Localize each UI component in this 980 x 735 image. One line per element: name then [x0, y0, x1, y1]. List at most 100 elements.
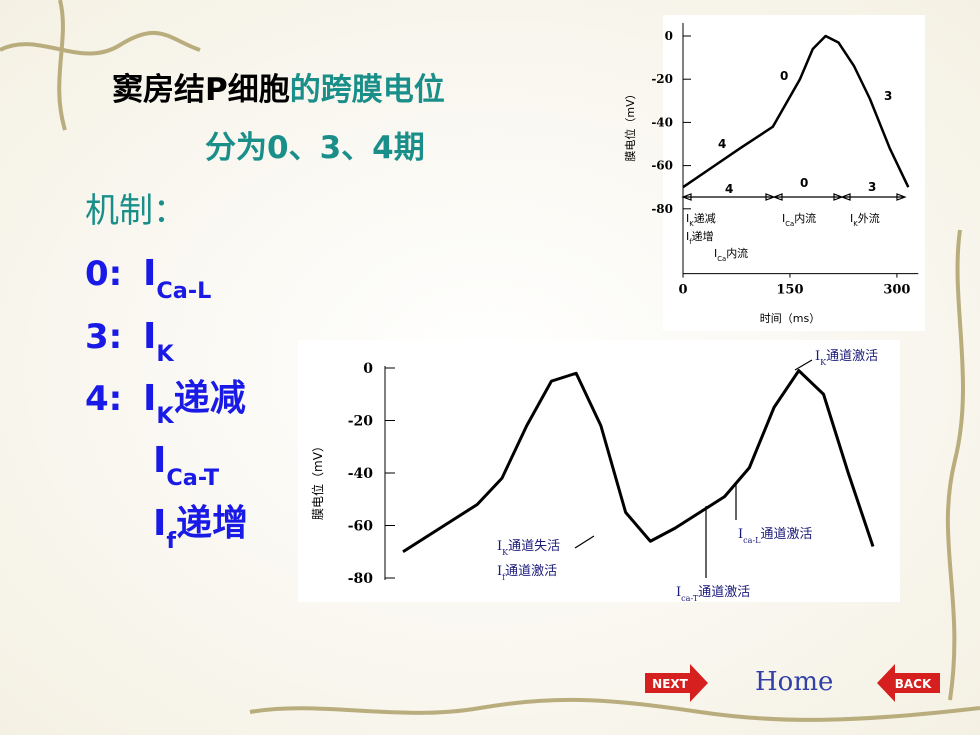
chart-panel [298, 340, 900, 602]
text-segment: I [686, 230, 689, 243]
subscript: Ca-L [156, 278, 211, 304]
item-label: 4: [85, 379, 122, 419]
text-segment: I [153, 503, 166, 544]
annotation: If递增 [686, 229, 714, 246]
x-tick-label: 150 [776, 283, 803, 298]
title-part: 的跨膜电位 [290, 72, 445, 108]
text-segment: 递减 [174, 378, 246, 419]
text-segment: 3 [868, 180, 876, 194]
annotation: Ica-L通道激活 [738, 527, 813, 545]
chart-panel [663, 15, 925, 331]
home-link[interactable]: Home [755, 667, 833, 697]
subscript: K [156, 403, 174, 429]
subscript: K [853, 220, 858, 228]
y-tick-label: -40 [651, 115, 673, 129]
line-series [402, 369, 875, 554]
subtitle: 分为0、3、4期 [205, 130, 425, 166]
text-segment: 3 [884, 89, 892, 103]
next-label[interactable]: NEXT [652, 677, 688, 691]
y-tick-label: 0 [363, 361, 373, 377]
annotation: 4 [718, 137, 726, 151]
y-tick-label: -60 [651, 159, 673, 173]
subscript: Ca-T [166, 465, 219, 491]
annotation: If通道激活 [497, 564, 557, 582]
x-tick-label: 300 [883, 283, 910, 298]
chart: 0-20-40-60-80膜电位（mV）IK通道激活IK通道失活If通道激活Ic… [310, 349, 878, 603]
y-axis-label: 膜电位（mV） [623, 88, 637, 161]
text-segment: I [143, 253, 156, 294]
text-segment: 内流 [794, 211, 816, 225]
item-formula: IK递减 [143, 378, 246, 429]
text-segment: 通道激活 [826, 349, 878, 364]
back-button[interactable]: BACK [877, 664, 940, 702]
subscript: ca-L [743, 536, 761, 545]
x-tick-label: 0 [678, 283, 687, 298]
y-axis-label: 膜电位（mV） [310, 440, 325, 520]
text-segment: I [676, 585, 681, 600]
annotation: IK通道激活 [815, 349, 878, 367]
title: 窦房结P细胞的跨膜电位 [112, 72, 445, 108]
next-button[interactable]: NEXT [645, 664, 708, 702]
back-label[interactable]: BACK [895, 677, 932, 691]
text-segment: 0 [800, 176, 808, 190]
text-segment: I [153, 440, 166, 481]
annotation: 4 [725, 182, 733, 196]
item-formula: ICa-L [143, 253, 211, 304]
text-segment: 通道激活 [505, 564, 557, 579]
annotation: 3 [884, 89, 892, 103]
item-formula: If递增 [153, 503, 248, 554]
text-segment: I [850, 212, 853, 225]
y-tick-label: -20 [651, 72, 673, 86]
mechanism-heading: 机制： [85, 191, 187, 231]
annotation: ICa内流 [714, 246, 748, 263]
subscript: K [820, 358, 827, 367]
annotation: IK外流 [850, 211, 880, 228]
text-segment: 通道失活 [508, 539, 560, 554]
subscript: K [689, 220, 694, 228]
annotation: 0 [780, 69, 788, 83]
text-segment: 4 [718, 137, 726, 151]
annotation: IK通道失活 [497, 539, 560, 557]
text-segment: I [714, 247, 717, 260]
x-axis-label: 时间（ms） [760, 312, 820, 325]
annotation: IK递减 [686, 211, 716, 228]
text-segment: 内流 [726, 246, 748, 260]
subscript: f [166, 528, 176, 554]
text-segment: I [497, 564, 502, 579]
line-series [682, 34, 910, 189]
annotation: Ica-T通道激活 [676, 585, 750, 603]
item-formula: ICa-T [153, 440, 220, 491]
text-segment: 通道激活 [761, 527, 813, 542]
y-tick-label: 0 [665, 29, 673, 43]
subscript: K [156, 341, 174, 367]
text-segment: I [686, 212, 689, 225]
text-segment: I [782, 212, 785, 225]
subscript: f [689, 238, 692, 246]
text-segment: 4 [725, 182, 733, 196]
text-segment: 外流 [858, 211, 880, 225]
annotation-arrows [574, 193, 907, 578]
chart: 0 -20 -40 -60 -80 0 150 300 时间（ms） 膜电位（mV） 0 3 4 4 0 3 I… [623, 23, 919, 325]
annotation: ICa内流 [782, 211, 816, 228]
item-label: 0: [85, 254, 122, 294]
subscript: ca-T [681, 594, 699, 603]
text-segment: 递增 [176, 503, 248, 544]
annotation: 0 [800, 176, 808, 190]
y-tick-label: -80 [348, 571, 374, 587]
text-segment: I [815, 349, 820, 364]
annotation: 3 [868, 180, 876, 194]
text-segment: 通道激活 [698, 585, 750, 600]
text-segment: 0 [780, 69, 788, 83]
text-segment: I [738, 527, 743, 542]
text-segment: I [143, 316, 156, 357]
y-tick-label: -40 [348, 466, 374, 482]
text-segment: I [143, 378, 156, 419]
item-formula: IK [143, 316, 174, 367]
text-segment: 递减 [694, 211, 716, 225]
subscript: Ca [717, 255, 726, 263]
subscript: K [502, 548, 509, 557]
y-tick-label: -80 [651, 202, 673, 216]
